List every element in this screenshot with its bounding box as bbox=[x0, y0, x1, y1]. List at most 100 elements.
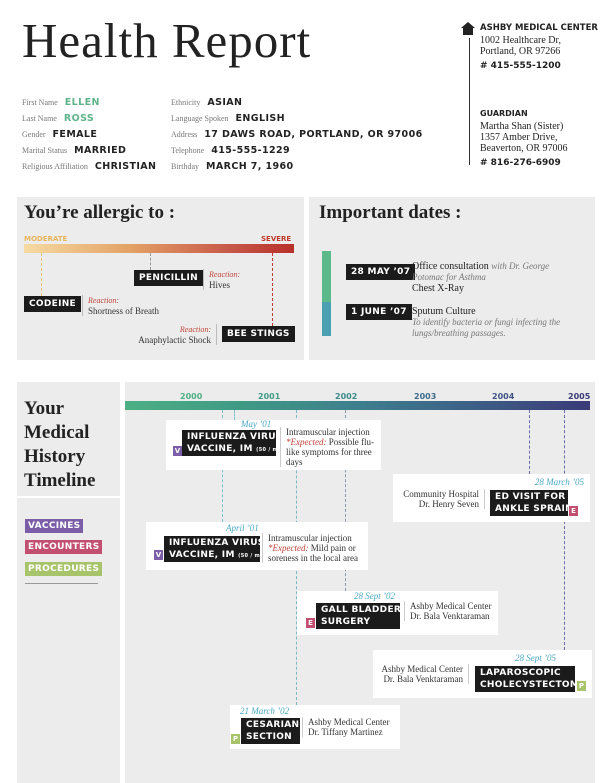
patient-row: Birthday MARCH 7, 1960 bbox=[171, 156, 294, 174]
event-note: Ashby Medical Center Dr. Tiffany Martinez bbox=[302, 717, 389, 737]
date-detail: To identify bacteria or fungi infecting … bbox=[412, 317, 561, 338]
reaction: Reaction: Shortness of Breath bbox=[82, 295, 159, 316]
event-date: April ’01 bbox=[226, 523, 259, 533]
label: Last Name bbox=[22, 114, 57, 123]
allergy-title: You’re allergic to : bbox=[24, 202, 176, 223]
patient-row: Language Spoken ENGLISH bbox=[171, 108, 285, 126]
place: Ashby Medical Center bbox=[381, 664, 463, 674]
label: Telephone bbox=[171, 146, 205, 155]
marker-line bbox=[150, 253, 151, 270]
patient-row: Ethnicity ASIAN bbox=[171, 92, 242, 110]
label: Religious Affiliation bbox=[22, 162, 88, 171]
badge: P bbox=[231, 734, 240, 744]
guardian-line: 1357 Amber Drive, bbox=[480, 132, 558, 143]
event-name: LAPAROSCOPIC CHOLECYSTECTOMY bbox=[475, 666, 586, 692]
name-line: GALL BLADDER bbox=[321, 605, 402, 615]
value: 17 DAWS ROAD, PORTLAND, OR 97006 bbox=[204, 129, 423, 140]
event-note: Community Hospital Dr. Henry Seven bbox=[403, 489, 485, 509]
place: Ashby Medical Center bbox=[410, 601, 492, 611]
guardian-phone: # 816-276-6909 bbox=[480, 158, 561, 168]
label: Address bbox=[171, 130, 198, 139]
patient-row: Gender FEMALE bbox=[22, 124, 97, 142]
title-line: History bbox=[24, 446, 86, 467]
reaction-label: Reaction: bbox=[88, 296, 120, 305]
name-line: INFLUENZA VIRUS bbox=[169, 538, 265, 548]
label: Marital Status bbox=[22, 146, 68, 155]
reaction-text: Shortness of Breath bbox=[88, 306, 159, 316]
event-name: ED VISIT FOR ANKLE SPRAIN bbox=[490, 490, 573, 516]
name-line: VACCINE, IM bbox=[169, 550, 235, 560]
date-event: Sputum Culture bbox=[412, 306, 476, 317]
patient-row: Last Name ROSS bbox=[22, 108, 94, 126]
marker-line bbox=[41, 253, 42, 296]
date-event: Office consultation bbox=[412, 261, 489, 272]
date-label: 1 JUNE ’07 bbox=[346, 304, 412, 320]
badge: E bbox=[569, 506, 578, 516]
expected-label: *Expected: bbox=[268, 543, 309, 553]
title-line: Your bbox=[24, 398, 65, 419]
allergen: PENICILLIN bbox=[134, 270, 203, 286]
event-name: INFLUENZA VIRUS VACCINE, IM (50 / mcg) bbox=[164, 536, 269, 562]
year: 2001 bbox=[258, 392, 281, 401]
place: Community Hospital bbox=[403, 489, 479, 499]
year: 2005 bbox=[568, 392, 591, 401]
event-date: 28 March ’05 bbox=[534, 477, 584, 487]
facility-phone: # 415-555-1200 bbox=[480, 61, 561, 71]
place: Ashby Medical Center bbox=[308, 717, 390, 727]
note: Intramuscular injection bbox=[268, 533, 352, 543]
doctor: Dr. Bala Venktaraman bbox=[410, 611, 490, 621]
marker-line bbox=[272, 253, 273, 326]
date-bar bbox=[322, 302, 331, 336]
date-bar bbox=[322, 251, 331, 302]
dose: (50 / mcg) bbox=[256, 447, 288, 453]
dates-title: Important dates : bbox=[319, 202, 462, 223]
event-date: 28 Sept ’02 bbox=[354, 591, 395, 601]
label: Birthday bbox=[171, 162, 199, 171]
doctor: Dr. Bala Venktaraman bbox=[383, 674, 463, 684]
title-line: Medical bbox=[24, 422, 90, 443]
reaction-text: Hives bbox=[209, 280, 230, 290]
patient-row: Telephone 415-555-1229 bbox=[171, 140, 290, 158]
patient-row: Religious Affiliation CHRISTIAN bbox=[22, 156, 156, 174]
scale-high: SEVERE bbox=[261, 235, 292, 243]
separator bbox=[17, 496, 120, 498]
dose: (50 / mcg) bbox=[238, 553, 270, 559]
event-note: Ashby Medical Center Dr. Bala Venktaraman bbox=[382, 664, 469, 684]
expected: Mild pain or soreness in the local area bbox=[268, 543, 358, 563]
year: 2000 bbox=[180, 392, 203, 401]
separator bbox=[25, 583, 98, 584]
badge: V bbox=[173, 446, 182, 456]
facility-address: 1002 Healthcare Dr, bbox=[480, 35, 561, 46]
event-date: 21 March ’02 bbox=[240, 706, 290, 716]
name-line: CHOLECYSTECTOMY bbox=[480, 680, 586, 690]
reaction: Reaction: Hives bbox=[203, 269, 240, 290]
scale-low: MODERATE bbox=[24, 235, 68, 243]
divider bbox=[469, 38, 470, 165]
reaction-label: Reaction: bbox=[209, 270, 241, 279]
event-name: INFLUENZA VIRUS VACCINE, IM (50 / mcg) bbox=[182, 430, 287, 456]
home-icon bbox=[461, 22, 475, 35]
date-text: Sputum Culture To identify bacteria or fu… bbox=[412, 306, 577, 339]
note: Intramuscular injection bbox=[286, 427, 370, 437]
event-date: May ’01 bbox=[241, 419, 272, 429]
value: FEMALE bbox=[52, 129, 98, 140]
name-line: INFLUENZA VIRUS bbox=[187, 432, 283, 442]
title: Health Report bbox=[22, 13, 312, 68]
guardian-heading: GUARDIAN bbox=[480, 109, 528, 118]
event-name: CESARIAN SECTION bbox=[241, 718, 300, 744]
guardian-line: Beaverton, OR 97006 bbox=[480, 143, 568, 154]
facility-name: ASHBY MEDICAL CENTER bbox=[480, 23, 598, 33]
value: ELLEN bbox=[64, 97, 100, 108]
event-note: Intramuscular injection *Expected: Possib… bbox=[280, 427, 380, 467]
date-text: Office consultation with Dr. George Poto… bbox=[412, 261, 582, 294]
value: MARRIED bbox=[74, 145, 127, 156]
value: ROSS bbox=[63, 113, 95, 124]
year: 2002 bbox=[335, 392, 358, 401]
name-line: ED VISIT FOR bbox=[495, 492, 566, 502]
event-date: 28 Sept ’05 bbox=[515, 653, 556, 663]
value: ASIAN bbox=[207, 97, 243, 108]
timeline-bar bbox=[125, 401, 590, 410]
severity-bar bbox=[24, 244, 294, 253]
value: 415-555-1229 bbox=[211, 145, 290, 156]
facility-address: Portland, OR 97266 bbox=[480, 46, 561, 57]
